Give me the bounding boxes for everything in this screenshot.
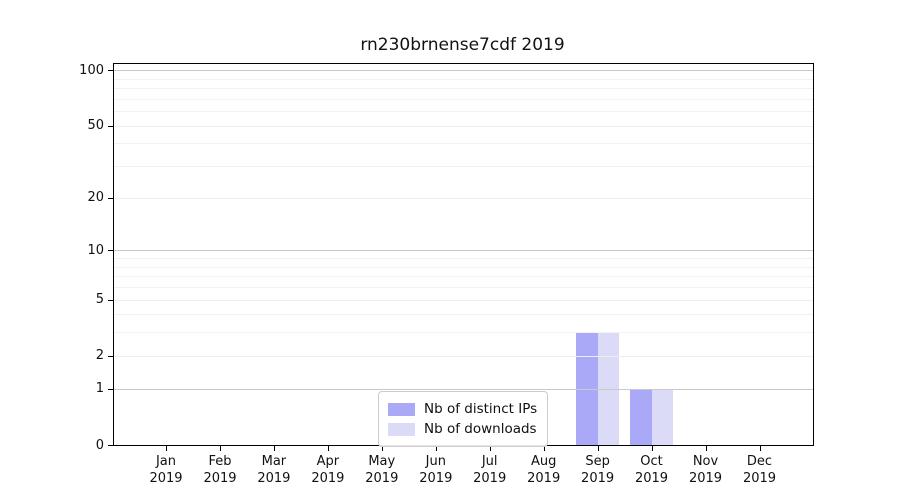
gridline-y-20 [114, 197, 813, 199]
y-tick-label-1: 1 [95, 381, 104, 397]
x-tick-apr [327, 445, 329, 451]
legend-label-distinct-ips: Nb of distinct IPs [424, 401, 538, 417]
gridline-y-10 [114, 250, 813, 252]
x-tick-dec [759, 445, 761, 451]
y-tick-label-5: 5 [95, 292, 104, 307]
y-tick-2 [108, 355, 114, 357]
gridline-y-90 [114, 78, 813, 80]
bar-oct-downloads [651, 388, 673, 445]
gridline-y-100 [114, 70, 813, 72]
y-tick-20 [108, 197, 114, 199]
y-tick-5 [108, 299, 114, 301]
x-tick-aug [543, 445, 545, 451]
legend-item-downloads: Nb of downloads [388, 419, 537, 439]
y-tick-label-2: 2 [95, 348, 104, 364]
x-tick-year-mar: 2019 [257, 471, 291, 486]
legend-item-distinct-ips: Nb of distinct IPs [388, 399, 537, 419]
x-tick-label-dec: Dec 2019 [742, 454, 777, 486]
x-tick-label-may: May 2019 [365, 454, 399, 486]
y-tick-100 [108, 70, 114, 72]
x-tick-label-oct: Oct 2019 [634, 454, 669, 486]
y-tick-label-0: 0 [95, 437, 104, 453]
x-tick-nov [705, 445, 707, 451]
x-tick-year-oct: 2019 [634, 471, 669, 486]
x-tick-sep [597, 445, 599, 451]
y-tick-1 [108, 388, 114, 390]
x-tick-year-sep: 2019 [581, 471, 615, 486]
x-tick-jul [489, 445, 491, 451]
gridline-y-5 [114, 299, 813, 301]
legend-swatch-downloads [388, 422, 415, 436]
x-tick-year-dec: 2019 [742, 471, 777, 486]
x-tick-label-apr: Apr 2019 [311, 454, 345, 486]
y-tick-0 [108, 445, 114, 446]
chart-title: rn230brnense7cdf 2019 [360, 35, 565, 55]
x-tick-year-may: 2019 [365, 471, 399, 486]
x-tick-label-jan: Jan 2019 [149, 454, 183, 486]
x-tick-label-sep: Sep 2019 [581, 454, 615, 486]
gridline-y-30 [114, 166, 813, 168]
y-tick-50 [108, 125, 114, 127]
x-tick-label-feb: Feb 2019 [203, 454, 237, 486]
y-tick-label-50: 50 [87, 118, 104, 134]
gridline-y-80 [114, 88, 813, 90]
legend-label-downloads: Nb of downloads [424, 421, 537, 437]
gridline-y-60 [114, 111, 813, 113]
x-tick-oct [651, 445, 653, 451]
x-tick-jun [435, 445, 437, 451]
x-tick-label-jul: Jul 2019 [473, 454, 507, 486]
x-tick-year-apr: 2019 [311, 471, 345, 486]
y-tick-label-10: 10 [87, 242, 104, 258]
x-tick-mar [273, 445, 275, 451]
x-tick-year-aug: 2019 [527, 471, 561, 486]
x-tick-label-mar: Mar 2019 [257, 454, 291, 486]
plot-area: Dec 2019 Nov 2019 Oct 2019 Sep 2019 Aug 2019 Jul 20… [79, 63, 814, 486]
x-tick-year-jun: 2019 [419, 471, 453, 486]
x-tick-year-feb: 2019 [203, 471, 237, 486]
legend-swatch-distinct-ips [388, 402, 415, 416]
x-tick-year-jul: 2019 [473, 471, 507, 486]
x-tick-label-aug: Aug 2019 [527, 454, 561, 486]
x-tick-feb [220, 445, 221, 451]
gridline-y-1 [114, 388, 813, 390]
gridline-y-4 [114, 314, 813, 316]
x-tick-label-jun: Jun 2019 [419, 454, 453, 486]
gridline-y-6 [114, 287, 813, 288]
bar-oct-distinct-ips [630, 388, 652, 445]
gridline-y-2 [114, 355, 813, 357]
gridline-y-40 [114, 143, 813, 145]
gridline-y-9 [114, 258, 813, 259]
legend: Nb of distinct IPs Nb of downloads [378, 391, 549, 447]
x-tick-year-jan: 2019 [149, 471, 183, 486]
x-tick-jan [166, 445, 167, 451]
gridline-y-3 [114, 332, 813, 334]
x-tick-year-nov: 2019 [688, 471, 723, 486]
gridline-y-70 [114, 98, 813, 100]
y-tick-10 [108, 250, 114, 252]
gridline-y-7 [114, 276, 813, 278]
x-tick-may [381, 445, 383, 451]
x-tick-label-nov: Nov 2019 [688, 454, 723, 486]
gridline-y-8 [114, 266, 813, 268]
y-tick-label-100: 100 [79, 62, 104, 78]
y-tick-label-20: 20 [87, 190, 104, 206]
gridline-y-50 [114, 125, 813, 127]
